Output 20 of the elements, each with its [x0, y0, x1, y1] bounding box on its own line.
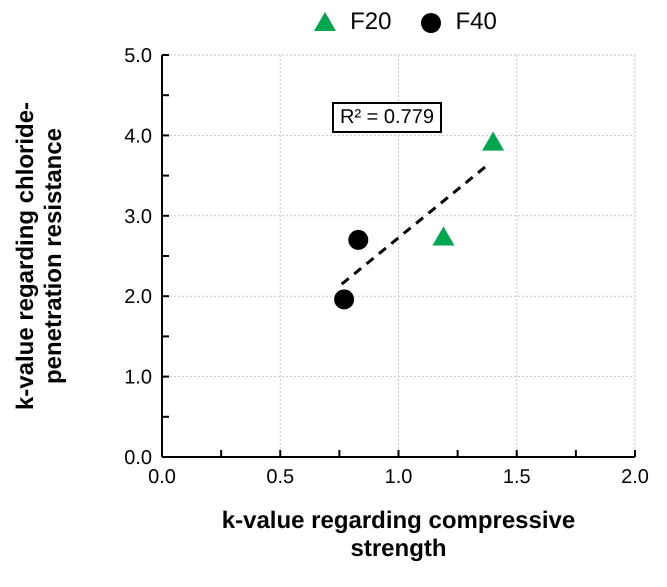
x-tick-label: 1.0 — [384, 466, 412, 488]
y-tick-label: 3.0 — [124, 206, 152, 228]
x-tick-label: 0.0 — [148, 466, 176, 488]
y-axis-title: k-value regarding chloride-penetration resistance — [12, 102, 68, 410]
legend-label: F20 — [350, 8, 392, 36]
legend-label: F40 — [456, 8, 497, 36]
point — [348, 230, 368, 250]
x-tick-label: 0.5 — [266, 466, 294, 488]
x-axis-title: k-value regarding compressive strength — [220, 507, 576, 563]
x-tick-label: 1.5 — [502, 466, 531, 488]
point — [334, 289, 354, 310]
point — [482, 132, 504, 151]
annotation: R² = 0.779 — [332, 102, 442, 133]
point — [432, 226, 454, 246]
y-tick-label: 0.0 — [124, 447, 152, 469]
y-tick-label: 5.0 — [124, 45, 152, 67]
x-tick-label: 2.0 — [621, 466, 649, 488]
y-tick-label: 1.0 — [124, 366, 152, 389]
y-tick-label: 4.0 — [124, 125, 152, 148]
y-tick-label: 2.0 — [124, 286, 152, 308]
